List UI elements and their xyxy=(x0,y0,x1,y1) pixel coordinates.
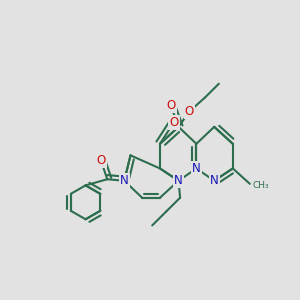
Text: N: N xyxy=(120,174,129,187)
Text: O: O xyxy=(185,105,194,118)
Text: CH₃: CH₃ xyxy=(253,181,270,190)
Text: O: O xyxy=(169,116,178,129)
Text: N: N xyxy=(210,174,219,187)
Text: O: O xyxy=(166,99,176,112)
Text: N: N xyxy=(192,162,201,175)
Text: O: O xyxy=(96,154,106,167)
Text: N: N xyxy=(174,174,183,187)
